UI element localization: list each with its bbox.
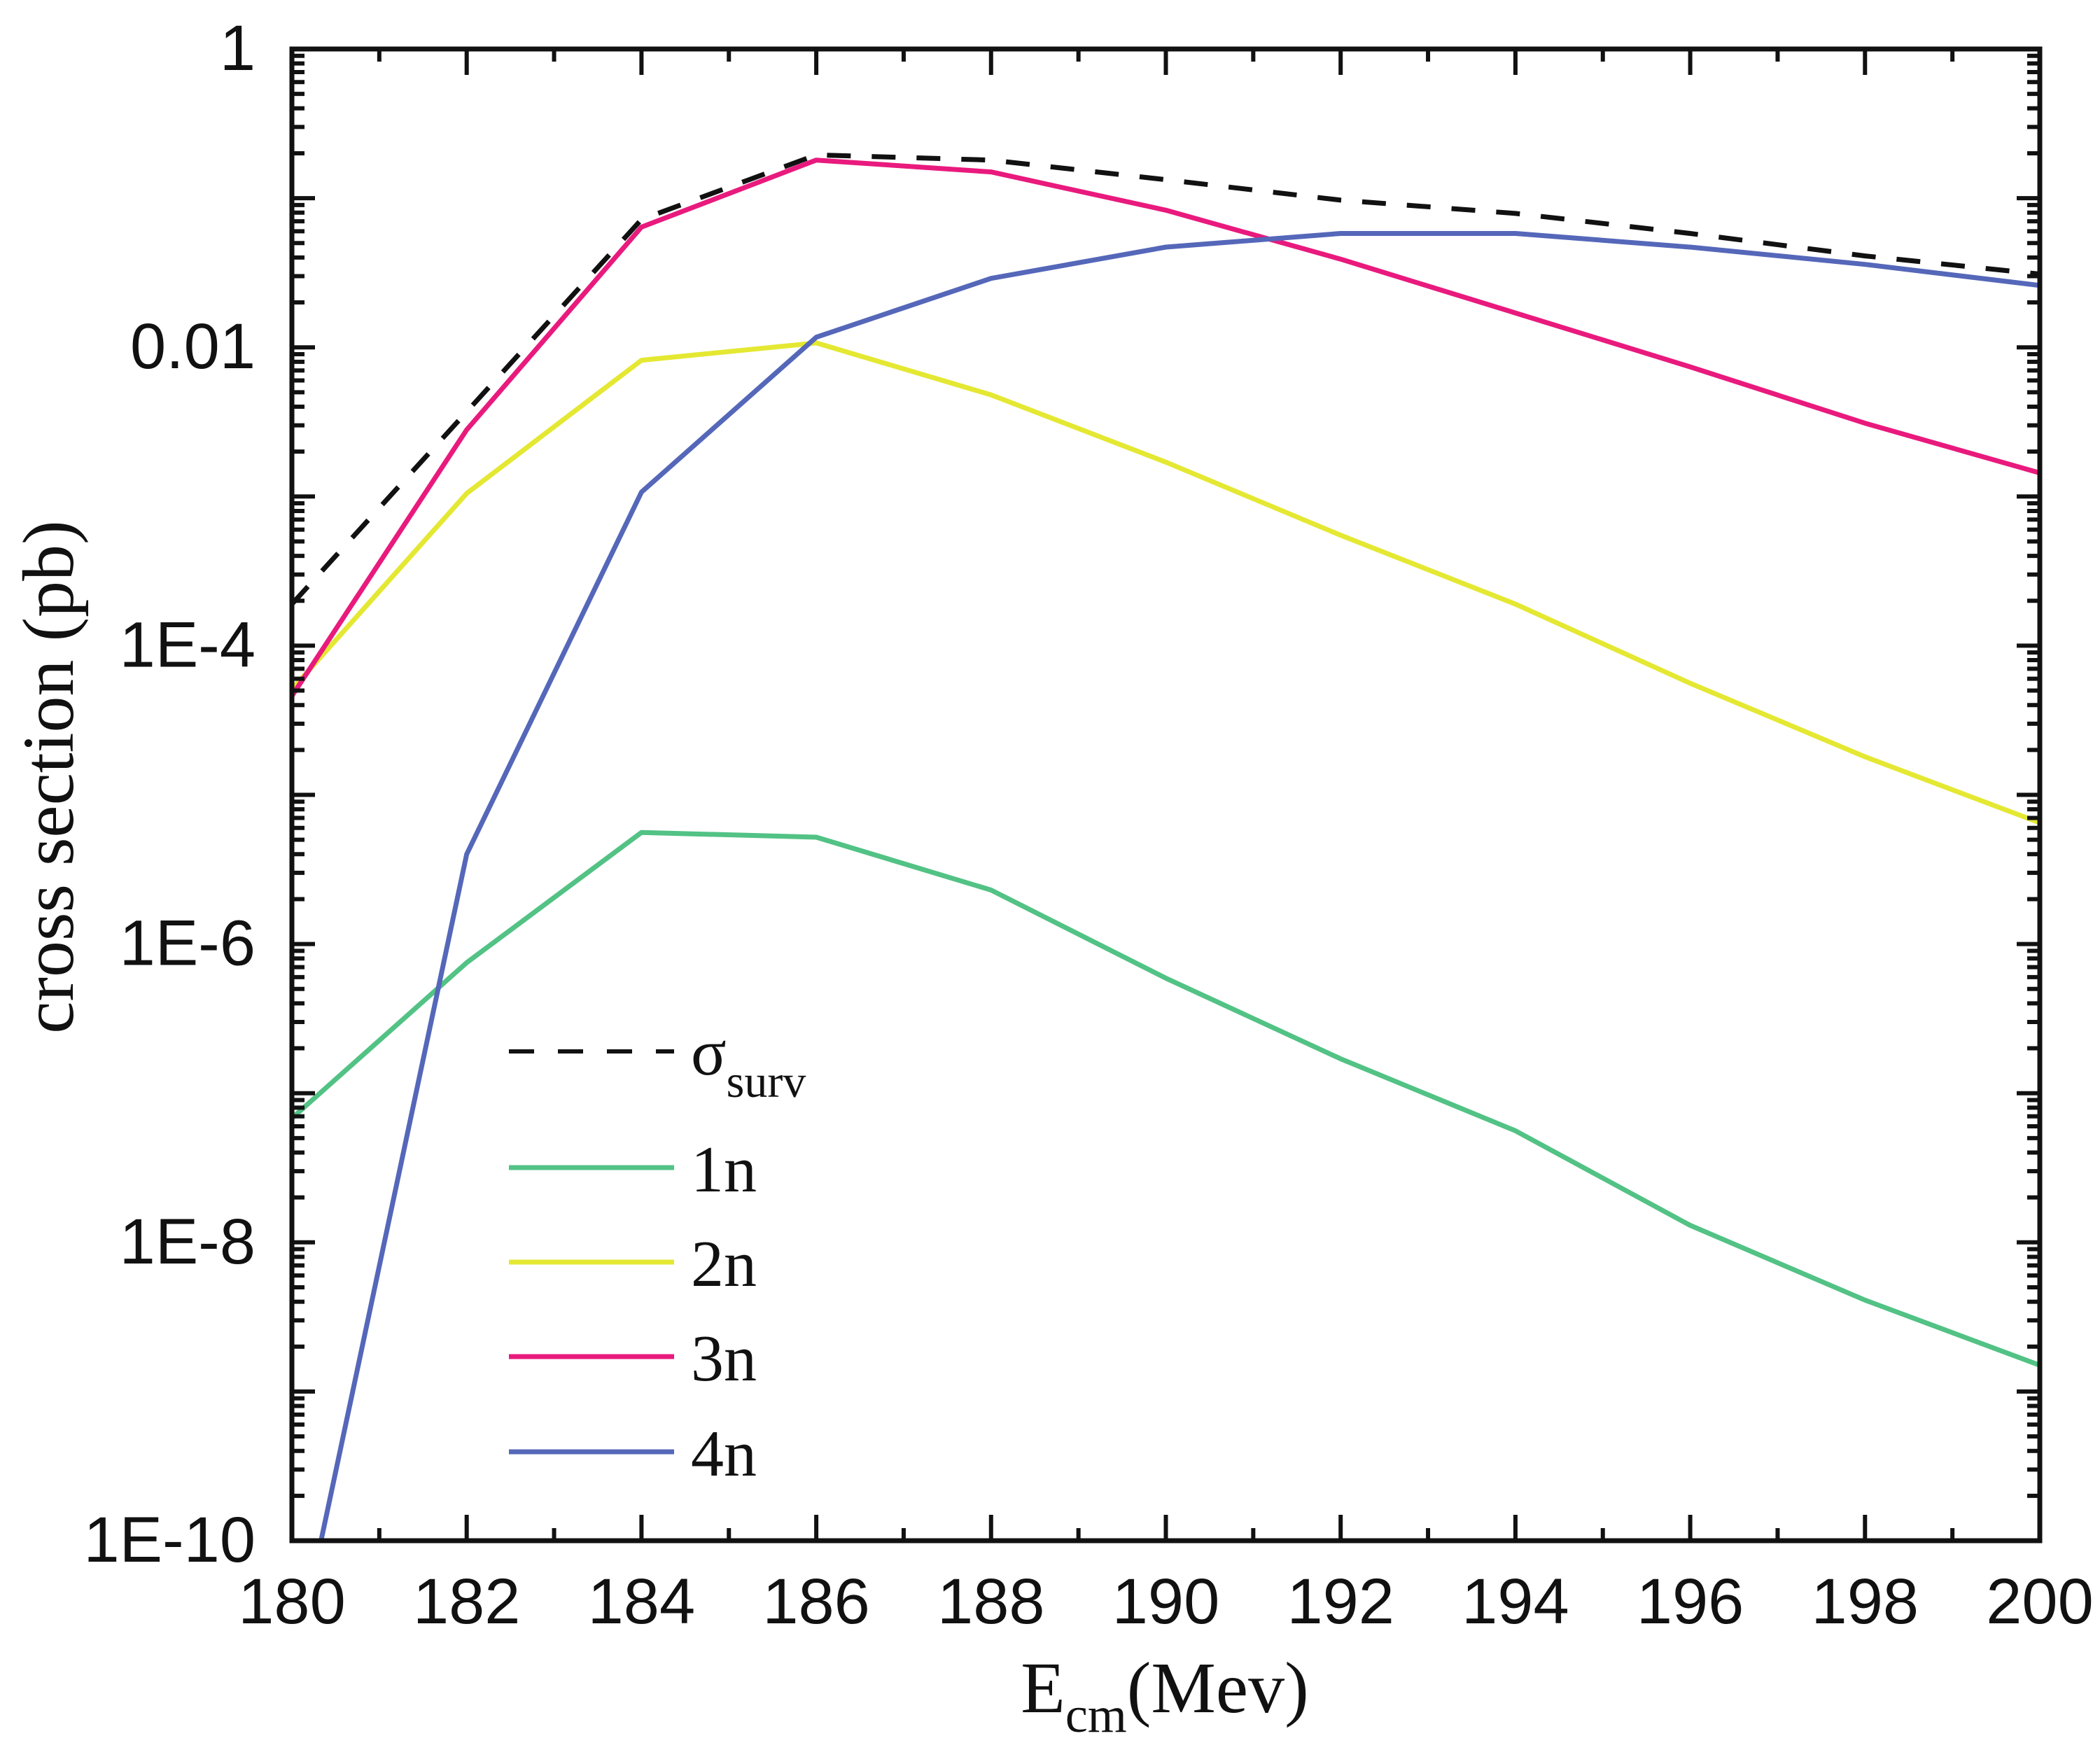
x-tick-label: 180	[238, 1566, 346, 1637]
x-tick-label: 190	[1112, 1566, 1220, 1637]
x-axis-title-main: E	[1021, 1648, 1065, 1728]
x-tick-label: 184	[588, 1566, 696, 1637]
ticks-layer	[290, 47, 2042, 1543]
y-tick-label: 1E-4	[120, 609, 255, 680]
legend-item: 2n	[509, 1228, 757, 1301]
series-line-3n	[292, 158, 2040, 698]
legend-label-main: 1n	[691, 1133, 757, 1206]
x-tick-label: 198	[1812, 1566, 1919, 1637]
legend: σsurv 1n 2n 3n 4n	[509, 1016, 806, 1490]
legend-item: 4n	[509, 1418, 757, 1490]
legend-label: 1n	[691, 1133, 757, 1206]
x-axis-title: Ecm(Mev)	[1021, 1648, 1308, 1743]
legend-label: 4n	[691, 1418, 757, 1490]
y-tick-label: 1E-8	[120, 1206, 255, 1278]
series-line-2n	[292, 340, 2040, 825]
y-tick-label: 1E-6	[120, 908, 255, 979]
legend-label-main: 3n	[691, 1322, 757, 1395]
x-tick-label: 200	[1986, 1566, 2094, 1637]
x-tick-label: 196	[1637, 1566, 1744, 1637]
legend-label: 3n	[691, 1322, 757, 1395]
x-axis-title-unit: (Mev)	[1127, 1648, 1309, 1728]
series-layer	[292, 152, 2040, 1541]
legend-item: σsurv	[509, 1016, 806, 1107]
x-tick-label: 188	[937, 1566, 1045, 1637]
legend-item: 1n	[509, 1133, 757, 1206]
x-axis-title-sub: cm	[1065, 1687, 1127, 1743]
y-axis-title: cross section (pb)	[8, 520, 89, 1034]
legend-label: 2n	[691, 1228, 757, 1301]
legend-item: 3n	[509, 1322, 757, 1395]
legend-label-sub: surv	[727, 1056, 806, 1107]
x-tick-label: 194	[1462, 1566, 1569, 1637]
y-tick-label: 0.01	[130, 311, 255, 382]
legend-label-main: σ	[691, 1016, 727, 1089]
legend-label-main: 4n	[691, 1418, 757, 1490]
x-tick-label: 186	[762, 1566, 870, 1637]
x-tick-labels: 180 182 184 186 188 190 192 194 196 198 200	[238, 1566, 2094, 1637]
y-tick-label: 1	[220, 13, 255, 84]
plot-frame	[289, 46, 2043, 1544]
series-line-surv	[292, 152, 2040, 606]
y-tick-label: 1E-10	[84, 1504, 256, 1576]
y-tick-labels: 1 0.01 1E-4 1E-6 1E-8 1E-10	[84, 13, 256, 1576]
x-tick-label: 182	[413, 1566, 521, 1637]
legend-label: σsurv	[691, 1016, 806, 1107]
series-line-1n	[292, 830, 2040, 1368]
series-line-4n	[318, 231, 2040, 1541]
legend-label-main: 2n	[691, 1228, 757, 1301]
x-tick-label: 192	[1287, 1566, 1394, 1637]
